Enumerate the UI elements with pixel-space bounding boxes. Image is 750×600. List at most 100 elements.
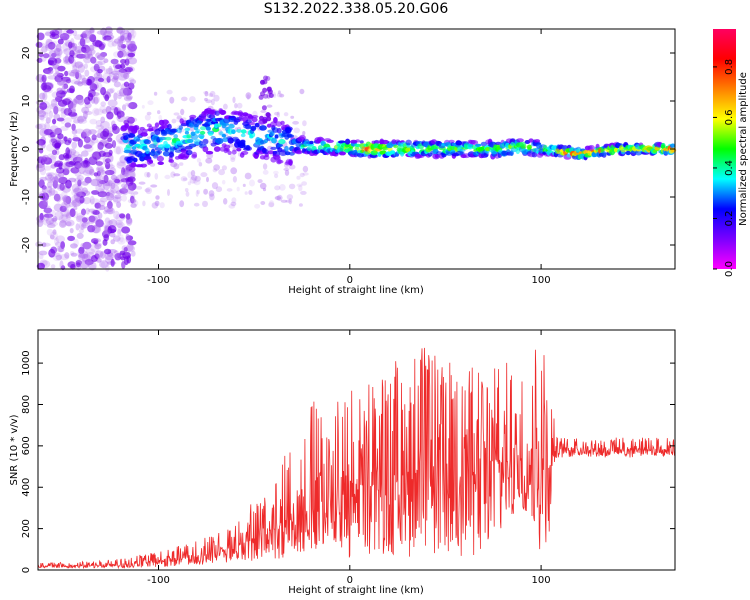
spectrogram-ytick-label: -10: [21, 189, 32, 205]
spectrogram-cell: [62, 43, 69, 52]
spectrogram-cell: [279, 184, 286, 191]
spectrogram-cell: [102, 72, 112, 80]
spectrogram-cell: [234, 103, 238, 109]
spectrogram-cell: [148, 160, 154, 164]
spectrogram-cell: [95, 119, 103, 128]
spectrogram-cell: [121, 245, 128, 252]
spectrogram-cell: [77, 179, 82, 187]
spectrogram-cell: [190, 175, 198, 181]
spectrogram-cell: [140, 163, 147, 168]
spectrogram-cell: [74, 161, 82, 169]
snr-xtick-label: 100: [532, 575, 551, 586]
spectrogram-cell: [92, 224, 98, 230]
spectrogram-cell: [117, 50, 124, 58]
spectrogram-cell: [117, 228, 122, 237]
spectrogram-cell: [93, 238, 102, 243]
spectrogram-cell: [79, 163, 87, 169]
spectrogram-cell: [167, 189, 170, 196]
spectrogram-cell: [381, 139, 390, 145]
spectrogram-cell: [119, 36, 125, 41]
spectrogram-cell: [236, 147, 242, 152]
spectrogram-cell: [531, 152, 538, 158]
spectrogram-cell: [121, 261, 126, 269]
spectrogram-cell: [64, 252, 70, 259]
spectrogram-cell: [119, 188, 129, 194]
spectrogram-cell: [280, 120, 285, 125]
spectrogram-cell: [43, 213, 54, 218]
spectrogram-cell: [53, 128, 59, 135]
spectrogram-cell: [37, 110, 47, 118]
spectrogram-cell: [54, 237, 59, 246]
spectrogram-cell: [284, 169, 290, 176]
spectrogram-cell: [242, 183, 246, 187]
spectrogram-cell: [205, 126, 211, 131]
spectrogram-cell: [41, 242, 47, 248]
spectrogram-cell: [58, 214, 67, 224]
spectrogram-cell: [43, 128, 53, 136]
spectrogram-cell: [70, 167, 80, 174]
spectrogram-cell: [74, 171, 82, 177]
spectrogram-cell: [103, 58, 109, 63]
spectrogram-cell: [86, 48, 93, 57]
spectrogram-cell: [110, 258, 115, 267]
spectrogram-cell: [206, 176, 209, 183]
spectrogram-cell: [50, 98, 58, 108]
spectrogram-cell: [63, 196, 69, 206]
spectrogram-cell: [231, 149, 237, 155]
spectrogram-cell: [198, 162, 203, 167]
spectrogram-cell: [91, 190, 100, 195]
spectrogram-cell: [41, 46, 48, 53]
spectrogram-cell: [54, 48, 63, 57]
spectrogram-cell: [103, 35, 112, 41]
spectrogram-cell: [107, 99, 118, 107]
spectrogram-cell: [42, 111, 49, 119]
spectrogram-cell: [73, 119, 81, 124]
spectrogram-cell: [59, 33, 70, 41]
spectrogram-cell: [113, 195, 119, 204]
spectrogram-cell: [51, 252, 61, 257]
spectrogram-cell: [52, 118, 57, 125]
spectrogram-cell: [273, 117, 278, 124]
spectrogram-cell: [125, 36, 132, 43]
spectrogram-cell: [38, 52, 44, 58]
spectrogram-cell: [94, 250, 104, 259]
spectrogram-cell: [189, 176, 196, 184]
spectrogram-cell: [205, 157, 213, 164]
colorbar-tick-label: 0.6: [724, 109, 735, 125]
spectrogram-cell: [248, 122, 256, 126]
spectrogram-cell: [84, 176, 92, 184]
spectrogram-cell: [93, 108, 104, 116]
spectrogram-cell: [302, 172, 309, 176]
spectrogram-cell: [85, 47, 92, 52]
spectrogram-cell: [199, 135, 204, 140]
spectrogram-cell: [126, 103, 134, 108]
spectrogram-cell: [54, 211, 64, 221]
spectrogram-cell: [121, 186, 127, 195]
spectrogram-cell: [345, 138, 351, 145]
spectrogram-cell: [470, 140, 479, 145]
spectrogram-cell: [58, 246, 65, 253]
spectrogram-cell: [99, 105, 107, 114]
spectrogram-cell: [43, 207, 53, 214]
snr-ytick-label: 600: [21, 436, 32, 455]
spectrogram-cell: [302, 120, 307, 127]
spectrogram-cell: [113, 81, 121, 88]
spectrogram-cell: [42, 68, 52, 74]
spectrogram-cell: [125, 217, 133, 226]
spectrogram-cell: [69, 251, 75, 256]
colorbar: 0.0 0.2 0.4 0.6 0.8 Normalized spectral ampl…: [713, 29, 749, 277]
spectrogram-cell: [36, 139, 46, 146]
spectrogram-cell: [122, 251, 132, 259]
spectrogram-cell: [221, 122, 230, 126]
spectrogram-cell: [55, 235, 66, 243]
spectrogram-cell: [143, 139, 151, 145]
spectrogram-cell: [95, 219, 104, 228]
spectrogram-cell: [47, 41, 56, 50]
spectrogram-cell: [262, 169, 269, 175]
spectrogram-cell: [48, 50, 57, 59]
spectrogram-cell: [47, 173, 53, 179]
spectrogram-cell: [130, 29, 137, 38]
spectrogram-cell: [173, 163, 180, 170]
spectrogram-cell: [38, 191, 47, 198]
